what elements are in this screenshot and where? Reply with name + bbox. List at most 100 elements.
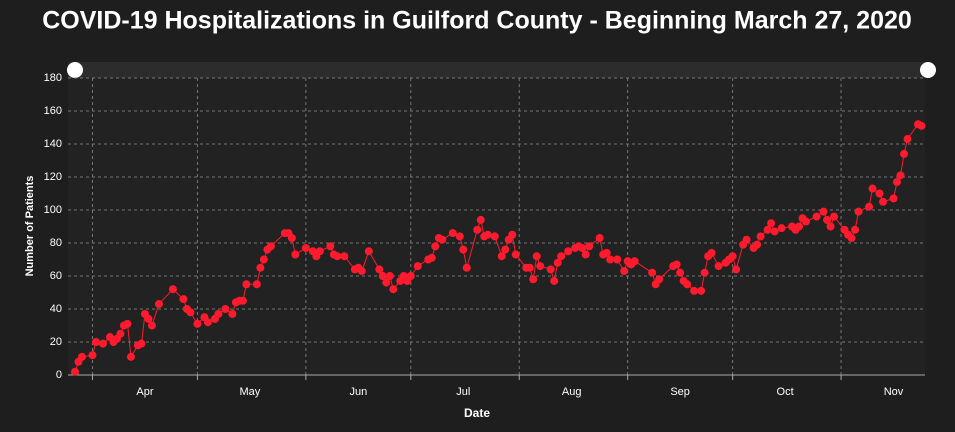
point — [767, 219, 776, 228]
point — [448, 229, 457, 238]
point — [529, 275, 538, 284]
point — [655, 275, 664, 284]
point — [168, 285, 177, 294]
point — [382, 278, 391, 287]
point — [375, 265, 384, 274]
point — [259, 255, 268, 264]
point — [714, 262, 723, 271]
point — [728, 252, 737, 261]
x-tick-label: Sep — [670, 386, 690, 398]
point — [707, 248, 716, 257]
point — [462, 263, 471, 272]
point — [123, 319, 132, 328]
point — [88, 351, 97, 360]
point — [802, 217, 811, 226]
point — [823, 215, 832, 224]
x-tick-label: Oct — [777, 386, 794, 398]
point — [497, 252, 506, 261]
point — [732, 265, 741, 274]
point — [613, 255, 622, 264]
point — [550, 276, 559, 285]
point — [228, 309, 237, 318]
y-tick-label: 180 — [44, 72, 62, 84]
point — [756, 232, 765, 241]
point — [865, 202, 874, 211]
point — [578, 243, 587, 252]
point — [476, 215, 485, 224]
point — [357, 267, 366, 276]
range-slider[interactable] — [68, 62, 925, 78]
point — [137, 339, 146, 348]
point — [256, 263, 265, 272]
point — [536, 262, 545, 271]
point — [900, 149, 909, 158]
point — [854, 207, 863, 216]
point — [116, 329, 125, 338]
point — [546, 265, 555, 274]
point — [676, 268, 685, 277]
point — [630, 257, 639, 266]
y-tick-label: 120 — [44, 171, 62, 183]
x-tick-label: May — [240, 386, 261, 398]
point — [214, 309, 223, 318]
point — [690, 286, 699, 295]
x-tick-label: Nov — [884, 386, 904, 398]
point — [893, 177, 902, 186]
x-tick-label: Apr — [136, 386, 153, 398]
point — [581, 250, 590, 259]
chart-title: COVID-19 Hospitalizations in Guilford Co… — [42, 7, 912, 35]
point — [903, 135, 912, 144]
x-tick-label: Aug — [562, 386, 582, 398]
point — [875, 189, 884, 198]
point — [490, 232, 499, 241]
point — [585, 242, 594, 251]
point — [252, 280, 261, 289]
point — [333, 252, 342, 261]
point — [385, 272, 394, 280]
point — [847, 234, 856, 243]
point — [742, 235, 751, 244]
point — [427, 253, 436, 262]
point — [203, 318, 212, 327]
point — [770, 227, 779, 236]
point — [144, 314, 153, 323]
point — [896, 171, 905, 180]
point — [378, 272, 387, 280]
point — [431, 242, 440, 251]
point — [819, 207, 828, 216]
point — [413, 262, 422, 271]
point — [830, 212, 839, 221]
point — [826, 222, 835, 231]
point — [700, 268, 709, 277]
y-tick-label: 60 — [50, 270, 62, 282]
point — [812, 212, 821, 221]
y-tick-label: 80 — [50, 237, 62, 249]
point — [483, 230, 492, 239]
point — [221, 305, 230, 313]
slider-handle[interactable] — [920, 62, 936, 78]
point — [326, 242, 335, 251]
slider-handle[interactable] — [67, 62, 83, 78]
x-axis-label: Date — [464, 406, 490, 420]
point — [91, 338, 100, 346]
point — [511, 250, 520, 259]
point — [564, 247, 573, 256]
point — [620, 267, 629, 276]
point — [525, 263, 534, 272]
point — [553, 258, 562, 267]
point — [301, 243, 310, 252]
point — [595, 234, 604, 243]
point — [532, 252, 541, 261]
point — [455, 232, 464, 241]
point — [147, 321, 156, 330]
point — [77, 352, 86, 361]
point — [70, 367, 79, 376]
x-tick-label: Jun — [349, 386, 367, 398]
point — [602, 248, 611, 257]
point — [266, 242, 275, 251]
point — [193, 319, 202, 328]
point — [459, 245, 468, 254]
point — [889, 194, 898, 203]
y-tick-label: 0 — [56, 369, 62, 381]
